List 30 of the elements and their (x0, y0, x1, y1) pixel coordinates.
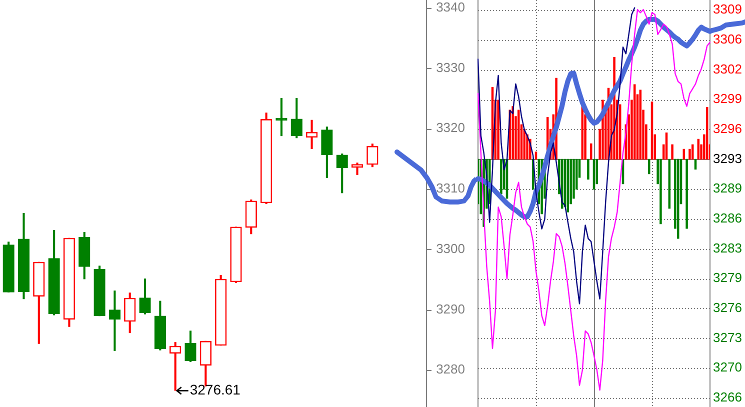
bar (497, 100, 500, 160)
bar (587, 158, 590, 180)
y-tick-label: 3320 (436, 120, 465, 136)
y2-tick-label: 3289 (713, 180, 742, 196)
y2-tick-label: 3266 (713, 390, 742, 405)
y2-tick-label: 3286 (713, 210, 742, 226)
y2-tick-label: 3293 (713, 150, 742, 166)
bar (688, 148, 691, 160)
y2-tick-label: 3279 (713, 270, 742, 286)
y-tick-label: 3300 (436, 240, 465, 256)
y2-tick-label: 3299 (713, 91, 742, 106)
y2-tick-label: 3283 (713, 240, 742, 256)
y-tick-label: 3290 (436, 301, 465, 316)
y2-tick-label: 3276 (713, 300, 742, 316)
bar (671, 144, 674, 160)
bar (500, 158, 502, 194)
annotation: 3276.61 (190, 382, 241, 398)
y-tick-label: 3330 (436, 60, 465, 75)
y2-tick-label: 3273 (713, 330, 742, 345)
y2-tick-label: 3270 (713, 360, 742, 375)
bar (512, 106, 514, 160)
bar (660, 158, 662, 224)
y-tick-label: 3280 (436, 362, 465, 377)
bar (686, 158, 688, 229)
y2-tick-label: 3302 (713, 61, 742, 76)
y2-tick-label: 3306 (713, 31, 742, 46)
y-tick-label: 3310 (436, 180, 465, 196)
y2-tick-label: 3296 (713, 120, 742, 136)
y2-tick-label: 3309 (713, 2, 742, 17)
y-tick-label: 3340 (436, 0, 465, 14)
